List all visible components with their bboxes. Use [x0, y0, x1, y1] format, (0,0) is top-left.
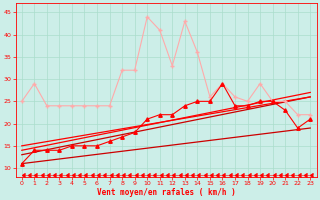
X-axis label: Vent moyen/en rafales ( km/h ): Vent moyen/en rafales ( km/h )	[97, 188, 236, 197]
